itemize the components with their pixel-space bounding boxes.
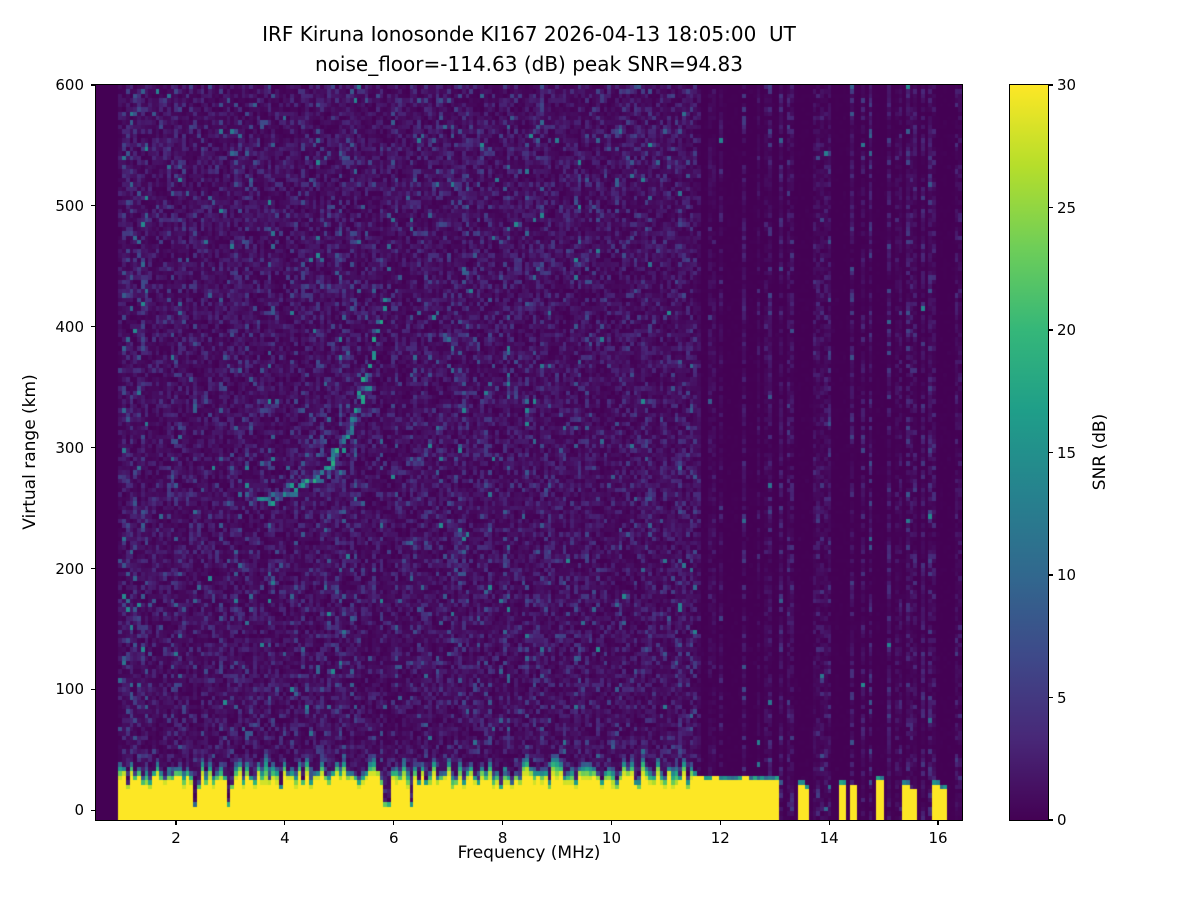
x-tick-mark [284,820,286,825]
y-tick-label: 0 [74,801,84,820]
colorbar-tick-label: 5 [1057,688,1067,707]
colorbar-tick-mark [1048,84,1053,86]
x-tick-mark [502,820,504,825]
y-tick-label: 200 [55,559,84,578]
colorbar-tick-mark [1048,206,1053,209]
colorbar-tick-label: 15 [1057,443,1077,462]
colorbar-tick-label: 20 [1057,321,1077,339]
x-tick-mark [937,820,939,825]
x-tick-label: 2 [171,829,181,847]
chart-subtitle: noise_floor=-114.63 (dB) peak SNR=94.83 [315,52,743,76]
y-tick-mark [91,84,96,86]
y-tick-mark [91,205,96,207]
x-tick-mark [828,820,830,825]
colorbar-tick-mark [1048,451,1053,454]
colorbar-tick-mark [1048,329,1053,331]
x-tick-label: 8 [497,829,508,847]
chart-title: IRF Kiruna Ionosonde KI167 2026-04-13 18… [262,22,796,46]
y-tick-mark [91,447,96,449]
x-tick-label: 10 [601,829,621,847]
x-tick-mark [610,820,613,825]
colorbar-tick-mark [1048,696,1053,699]
y-tick-label: 500 [55,196,84,215]
colorbar-tick-label: 0 [1057,811,1067,829]
x-tick-label: 6 [388,829,399,847]
x-tick-label: 14 [819,829,839,847]
colorbar-tick-label: 30 [1057,76,1077,94]
y-tick-label: 100 [55,680,84,699]
y-tick-mark [91,688,96,691]
title-block: IRF Kiruna Ionosonde KI167 2026-04-13 18… [96,19,962,79]
y-tick-label: 300 [55,438,84,457]
colorbar-gradient [1010,85,1048,820]
heatmap-canvas [96,85,962,820]
x-tick-label: 4 [280,829,290,847]
colorbar-tick-label: 10 [1057,566,1077,584]
y-tick-mark [91,809,96,811]
y-tick-mark [91,567,96,570]
x-tick-mark [393,820,395,825]
x-tick-label: 16 [928,829,948,847]
x-tick-mark [175,820,177,825]
x-axis-label: Frequency (MHz) [457,843,601,863]
colorbar-tick-label: 25 [1057,198,1077,217]
y-tick-label: 600 [55,76,84,94]
colorbar-tick-mark [1048,819,1053,821]
colorbar-tick-mark [1048,574,1053,576]
y-tick-mark [91,326,96,328]
y-tick-label: 400 [55,317,84,336]
x-tick-mark [719,820,721,825]
x-tick-label: 12 [710,829,730,847]
